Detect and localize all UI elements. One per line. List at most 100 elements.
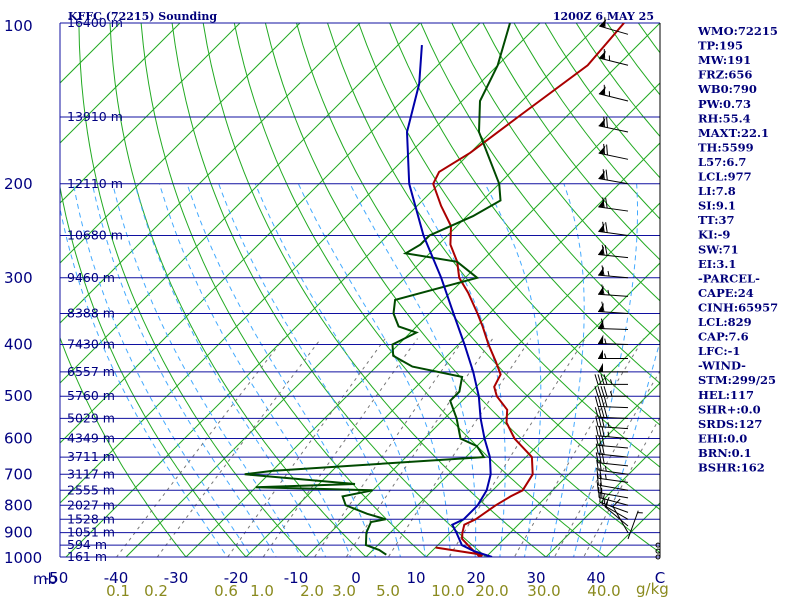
moist-adiabat-line <box>349 183 477 557</box>
height-label: 3711 m <box>67 449 115 464</box>
pressure-tick-label: 600 <box>4 430 33 448</box>
mixing-ratio-label: 30.0 <box>527 582 560 600</box>
mixing-ratio-label: 2.0 <box>300 582 324 600</box>
wind-barb <box>598 284 629 297</box>
isotherm-line <box>305 202 660 557</box>
index-text: BSHR:162 <box>698 461 765 475</box>
index-text: FRZ:656 <box>698 68 752 82</box>
temperature-tick-label: 40 <box>586 569 605 587</box>
mixing-ratio-label: 0.6 <box>214 582 238 600</box>
pressure-tick-label: 1000 <box>4 549 42 567</box>
moist-adiabat-line <box>548 183 585 557</box>
temperature-tick-label: -50 <box>44 569 69 587</box>
index-text: -WIND- <box>698 359 746 373</box>
temperature-tick-label: -40 <box>104 569 129 587</box>
wind-barb <box>594 386 628 397</box>
index-text: CINH:65957 <box>698 300 778 314</box>
index-text: L57:6.7 <box>698 155 746 169</box>
isotherm-line <box>485 382 660 557</box>
wind-barb <box>598 116 629 133</box>
wind-barb <box>599 17 629 35</box>
index-text: LCL:829 <box>698 315 752 329</box>
calm-wind-marker <box>655 548 661 554</box>
moist-adiabat-line <box>134 183 327 557</box>
index-text: WMO:72215 <box>697 24 778 38</box>
wind-barb <box>598 318 629 331</box>
index-text: SI:9.1 <box>698 199 736 213</box>
temperature-tick-label: -20 <box>224 569 249 587</box>
height-label: 2555 m <box>67 482 115 497</box>
calm-wind-marker <box>655 554 661 560</box>
parcel-profile-line <box>405 45 493 557</box>
wind-barbs <box>594 17 661 560</box>
index-text: KI:-9 <box>698 228 730 242</box>
wind-barb <box>598 143 629 160</box>
height-label: 161 m <box>67 549 107 564</box>
temperature-tick-label: 10 <box>406 569 425 587</box>
index-text: TT:37 <box>698 213 735 227</box>
height-label: 3117 m <box>67 466 115 481</box>
mixing-ratio-label: 10.0 <box>431 582 464 600</box>
height-label: 1528 m <box>67 511 115 526</box>
pressure-tick-label: 200 <box>4 175 33 193</box>
index-text: HEL:117 <box>698 388 754 402</box>
temperature-tick-label: -10 <box>284 569 309 587</box>
mixing-ratio-label: 20.0 <box>475 582 508 600</box>
dry-adiabat-line <box>451 23 660 302</box>
pressure-tick-label: 400 <box>4 336 33 354</box>
isotherm-line <box>60 23 361 324</box>
dry-adiabat-line <box>202 23 547 557</box>
wind-barb <box>595 416 629 430</box>
isotherm-line <box>365 262 660 557</box>
dewpoint-profile-line <box>244 23 511 556</box>
index-text: STM:299/25 <box>698 373 776 387</box>
height-label: 5760 m <box>67 388 115 403</box>
height-label: 9460 m <box>67 270 115 285</box>
isotherm-line <box>60 23 541 504</box>
index-text: LI:7.8 <box>698 184 736 198</box>
dry-adiabat-line <box>264 23 660 554</box>
height-label: 12110 m <box>67 176 123 191</box>
mixing-ratio-label: 3.0 <box>332 582 356 600</box>
isobars <box>59 22 661 558</box>
index-text: LFC:-1 <box>698 344 740 358</box>
temperature-profile-line <box>432 23 625 557</box>
background-grid <box>60 23 660 557</box>
mixing-ratio-line <box>313 338 465 557</box>
isotherm-line <box>60 23 481 444</box>
index-text: MW:191 <box>698 53 751 67</box>
index-text: -PARCEL- <box>698 271 760 285</box>
index-text: EI:3.1 <box>698 257 736 271</box>
wind-barb <box>596 474 629 491</box>
isotherm-line <box>245 142 660 557</box>
wind-barb <box>627 510 643 540</box>
dry-adiabat-line <box>358 23 660 426</box>
moist-adiabat-line <box>484 183 542 557</box>
temperature-tick-label: C <box>655 569 665 587</box>
wind-barb <box>595 435 629 449</box>
isotherm-line <box>60 23 421 384</box>
wind-barb <box>598 244 629 259</box>
wind-barb <box>595 425 629 440</box>
index-text: BRN:0.1 <box>698 446 752 460</box>
profiles <box>244 23 625 557</box>
wind-barb <box>596 482 629 499</box>
dry-adiabat-line <box>389 23 660 385</box>
moist-adiabat-line <box>72 183 253 557</box>
index-text: EHI:0.0 <box>698 431 747 445</box>
temperature-tick-label: 30 <box>526 569 545 587</box>
index-text: MAXT:22.1 <box>698 126 769 140</box>
height-label: 7430 m <box>67 337 115 352</box>
index-text: WB0:790 <box>697 82 757 96</box>
dry-adiabat-line <box>109 23 367 557</box>
wind-barb <box>598 265 629 279</box>
height-label: 594 m <box>67 537 107 552</box>
dry-adiabat-line <box>327 23 660 468</box>
mixing-ratio-line <box>513 338 644 557</box>
calm-wind-marker <box>655 542 661 548</box>
mixing-ratio-unit-label: g/kg <box>636 580 669 598</box>
wind-barb <box>594 396 629 409</box>
height-label: 2027 m <box>67 497 115 512</box>
index-text: CAPE:24 <box>698 286 754 300</box>
